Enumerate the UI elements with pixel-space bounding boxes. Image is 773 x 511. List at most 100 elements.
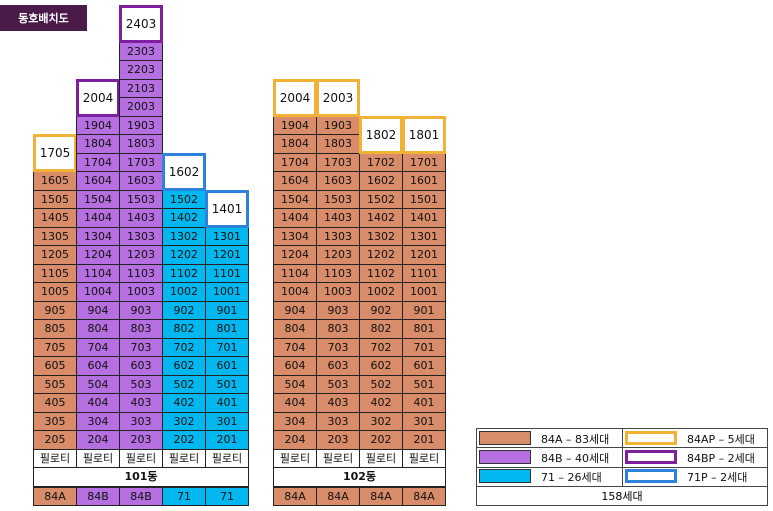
unit-cell[interactable]: 1001 — [402, 282, 446, 302]
unit-cell[interactable]: 1501 — [402, 189, 446, 209]
unit-cell[interactable]: 1903 — [316, 115, 360, 135]
unit-cell[interactable]: 801 — [402, 319, 446, 339]
unit-cell[interactable]: 504 — [76, 374, 120, 394]
unit-cell[interactable]: 203 — [316, 430, 360, 450]
unit-cell[interactable]: 1804 — [76, 134, 120, 154]
unit-cell[interactable]: 501 — [205, 374, 249, 394]
unit-cell[interactable]: 704 — [76, 337, 120, 357]
unit-cell[interactable]: 1201 — [402, 245, 446, 265]
unit-cell[interactable]: 2003 — [316, 78, 360, 117]
unit-cell[interactable]: 1505 — [33, 189, 77, 209]
unit-cell[interactable]: 1103 — [119, 263, 163, 283]
unit-cell[interactable]: 1601 — [402, 171, 446, 191]
unit-cell[interactable]: 704 — [273, 337, 317, 357]
unit-cell[interactable]: 502 — [359, 374, 403, 394]
unit-cell[interactable]: 1604 — [76, 171, 120, 191]
unit-cell[interactable]: 1705 — [33, 134, 77, 172]
unit-cell[interactable]: 701 — [205, 337, 249, 357]
unit-cell[interactable]: 503 — [316, 374, 360, 394]
unit-cell[interactable]: 502 — [162, 374, 206, 394]
unit-cell[interactable]: 201 — [402, 430, 446, 450]
unit-cell[interactable]: 1503 — [316, 189, 360, 209]
unit-cell[interactable]: 404 — [273, 393, 317, 413]
unit-cell[interactable]: 1903 — [119, 115, 163, 135]
unit-cell[interactable]: 1802 — [359, 115, 403, 154]
unit-cell[interactable]: 1503 — [119, 189, 163, 209]
unit-cell[interactable]: 1104 — [76, 263, 120, 283]
unit-cell[interactable]: 202 — [359, 430, 403, 450]
unit-cell[interactable]: 1604 — [273, 171, 317, 191]
unit-cell[interactable]: 1602 — [359, 171, 403, 191]
unit-cell[interactable]: 403 — [119, 393, 163, 413]
unit-cell[interactable]: 804 — [76, 319, 120, 339]
unit-cell[interactable]: 1405 — [33, 208, 77, 228]
unit-cell[interactable]: 1101 — [402, 263, 446, 283]
unit-cell[interactable]: 1202 — [162, 245, 206, 265]
unit-cell[interactable]: 1301 — [205, 226, 249, 246]
unit-cell[interactable]: 1102 — [359, 263, 403, 283]
unit-cell[interactable]: 1002 — [162, 282, 206, 302]
unit-cell[interactable]: 1904 — [76, 115, 120, 135]
unit-cell[interactable]: 802 — [359, 319, 403, 339]
unit-cell[interactable]: 904 — [76, 300, 120, 320]
unit-cell[interactable]: 1803 — [119, 134, 163, 154]
unit-cell[interactable]: 901 — [402, 300, 446, 320]
unit-cell[interactable]: 1401 — [402, 208, 446, 228]
unit-cell[interactable]: 1203 — [119, 245, 163, 265]
unit-cell[interactable]: 1303 — [316, 226, 360, 246]
unit-cell[interactable]: 2403 — [119, 4, 163, 43]
unit-cell[interactable]: 1602 — [162, 152, 206, 191]
unit-cell[interactable]: 1603 — [316, 171, 360, 191]
unit-cell[interactable]: 1102 — [162, 263, 206, 283]
unit-cell[interactable]: 703 — [119, 337, 163, 357]
unit-cell[interactable]: 1203 — [316, 245, 360, 265]
unit-cell[interactable]: 1004 — [76, 282, 120, 302]
unit-cell[interactable]: 1404 — [76, 208, 120, 228]
unit-cell[interactable]: 1301 — [402, 226, 446, 246]
unit-cell[interactable]: 404 — [76, 393, 120, 413]
unit-cell[interactable]: 1101 — [205, 263, 249, 283]
unit-cell[interactable]: 1804 — [273, 134, 317, 154]
unit-cell[interactable]: 1502 — [359, 189, 403, 209]
unit-cell[interactable]: 301 — [205, 411, 249, 431]
unit-cell[interactable]: 1704 — [76, 152, 120, 172]
unit-cell[interactable]: 403 — [316, 393, 360, 413]
unit-cell[interactable]: 603 — [316, 356, 360, 376]
unit-cell[interactable]: 1004 — [273, 282, 317, 302]
unit-cell[interactable]: 401 — [205, 393, 249, 413]
unit-cell[interactable]: 1401 — [205, 189, 249, 228]
unit-cell[interactable]: 1504 — [273, 189, 317, 209]
unit-cell[interactable]: 1205 — [33, 245, 77, 265]
unit-cell[interactable]: 1201 — [205, 245, 249, 265]
unit-cell[interactable]: 1801 — [402, 115, 446, 154]
unit-cell[interactable]: 1002 — [359, 282, 403, 302]
unit-cell[interactable]: 1904 — [273, 115, 317, 135]
unit-cell[interactable]: 304 — [273, 411, 317, 431]
unit-cell[interactable]: 902 — [359, 300, 403, 320]
unit-cell[interactable]: 603 — [119, 356, 163, 376]
unit-cell[interactable]: 1104 — [273, 263, 317, 283]
unit-cell[interactable]: 401 — [402, 393, 446, 413]
unit-cell[interactable]: 903 — [119, 300, 163, 320]
unit-cell[interactable]: 2303 — [119, 41, 163, 61]
unit-cell[interactable]: 1701 — [402, 152, 446, 172]
unit-cell[interactable]: 202 — [162, 430, 206, 450]
unit-cell[interactable]: 501 — [402, 374, 446, 394]
unit-cell[interactable]: 203 — [119, 430, 163, 450]
unit-cell[interactable]: 1803 — [316, 134, 360, 154]
unit-cell[interactable]: 601 — [402, 356, 446, 376]
unit-cell[interactable]: 804 — [273, 319, 317, 339]
unit-cell[interactable]: 1403 — [316, 208, 360, 228]
unit-cell[interactable]: 1204 — [273, 245, 317, 265]
unit-cell[interactable]: 1404 — [273, 208, 317, 228]
unit-cell[interactable]: 505 — [33, 374, 77, 394]
unit-cell[interactable]: 602 — [359, 356, 403, 376]
unit-cell[interactable]: 2203 — [119, 60, 163, 80]
unit-cell[interactable]: 2103 — [119, 78, 163, 98]
unit-cell[interactable]: 205 — [33, 430, 77, 450]
unit-cell[interactable]: 1402 — [162, 208, 206, 228]
unit-cell[interactable]: 601 — [205, 356, 249, 376]
unit-cell[interactable]: 1003 — [316, 282, 360, 302]
unit-cell[interactable]: 803 — [119, 319, 163, 339]
unit-cell[interactable]: 503 — [119, 374, 163, 394]
